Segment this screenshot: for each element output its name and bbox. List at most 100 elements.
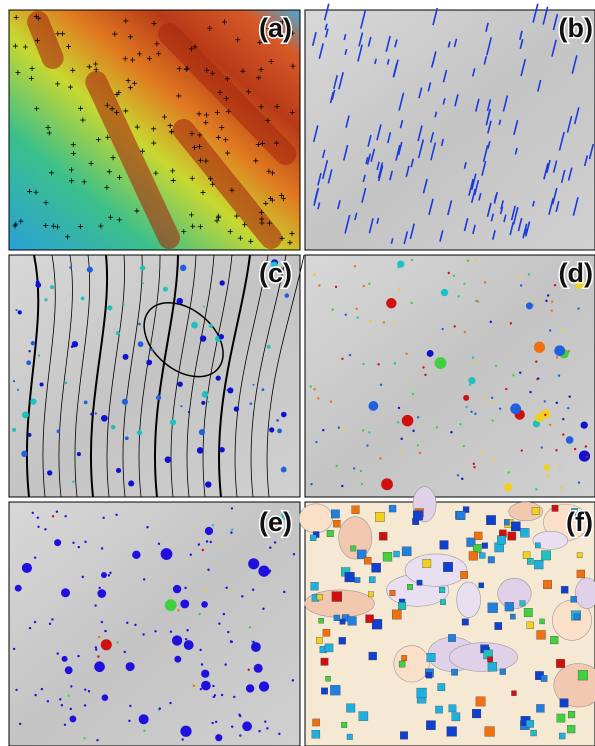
dot	[125, 436, 129, 440]
dot	[574, 448, 576, 450]
dot	[441, 328, 443, 330]
dot	[108, 574, 110, 576]
panel-frame	[305, 10, 595, 250]
sample-square	[347, 734, 353, 740]
sample-square	[407, 584, 413, 590]
dot	[266, 727, 268, 729]
dot	[134, 624, 136, 626]
dot	[180, 405, 182, 407]
dot	[534, 342, 545, 353]
dot	[129, 705, 131, 707]
dot	[248, 558, 259, 569]
dot	[77, 655, 79, 657]
dot	[146, 526, 148, 528]
sample-square	[479, 583, 484, 588]
sample-square	[366, 615, 374, 623]
dot	[34, 694, 36, 696]
sample-square	[339, 637, 346, 644]
dot	[535, 360, 537, 362]
dot	[69, 266, 72, 269]
dot	[338, 427, 340, 429]
dot	[140, 265, 145, 270]
dot	[83, 737, 85, 739]
dot	[491, 401, 493, 403]
dot	[473, 463, 475, 465]
dot	[156, 395, 161, 400]
dot	[473, 466, 475, 468]
dot	[369, 320, 371, 322]
dot	[268, 571, 270, 573]
dot	[61, 704, 63, 706]
sample-square	[543, 580, 551, 588]
geology-unit	[299, 504, 332, 533]
sample-square	[527, 558, 533, 564]
dot	[521, 449, 523, 451]
dot	[227, 631, 229, 633]
dot	[13, 648, 15, 650]
dot	[450, 431, 452, 433]
dot	[368, 283, 370, 285]
sample-square	[559, 733, 565, 739]
dot	[82, 576, 84, 578]
panel-frame	[9, 502, 300, 746]
sample-square	[345, 572, 355, 582]
dot	[202, 391, 209, 398]
sample-square	[417, 580, 422, 585]
dot	[104, 630, 106, 632]
dot	[554, 345, 565, 356]
dot	[90, 413, 93, 416]
sample-square	[316, 637, 322, 643]
dot	[474, 259, 476, 261]
dot	[427, 350, 434, 357]
dot	[504, 483, 512, 491]
dot	[581, 421, 588, 428]
dot	[400, 451, 402, 453]
geology-unit	[457, 582, 481, 618]
sample-square	[394, 551, 400, 557]
dot	[269, 427, 274, 432]
dot	[368, 401, 378, 411]
dot	[116, 468, 121, 473]
dot	[528, 273, 530, 275]
dot	[381, 478, 393, 490]
dot	[170, 419, 176, 425]
dot	[535, 413, 544, 422]
dot	[560, 487, 562, 489]
dot	[220, 280, 225, 285]
dot	[198, 613, 200, 615]
dot	[15, 309, 17, 311]
sample-square	[577, 570, 585, 578]
dot	[261, 388, 264, 391]
dot	[505, 388, 507, 390]
dot	[201, 401, 205, 405]
dot	[547, 294, 549, 296]
sample-square	[567, 725, 575, 733]
dot	[81, 296, 85, 300]
dot	[143, 578, 145, 580]
sample-square	[413, 511, 423, 521]
dot	[554, 284, 556, 286]
dot	[29, 627, 31, 629]
dot	[468, 377, 475, 384]
dot	[354, 265, 356, 267]
dot	[254, 666, 256, 668]
dot	[163, 287, 168, 292]
dot	[95, 646, 97, 648]
dot	[138, 341, 144, 347]
dot	[318, 284, 320, 286]
dot	[54, 539, 61, 546]
dot	[293, 553, 295, 555]
sample-square	[473, 544, 481, 552]
dot	[19, 723, 21, 725]
dot	[342, 428, 344, 430]
dot	[94, 661, 105, 672]
sample-square	[400, 732, 408, 740]
dot	[461, 478, 463, 480]
dot	[28, 433, 32, 437]
dot	[56, 511, 58, 513]
sample-square	[443, 562, 452, 571]
sample-square	[457, 511, 465, 519]
dot	[150, 348, 153, 351]
sample-square	[488, 662, 497, 671]
dot	[405, 379, 407, 381]
